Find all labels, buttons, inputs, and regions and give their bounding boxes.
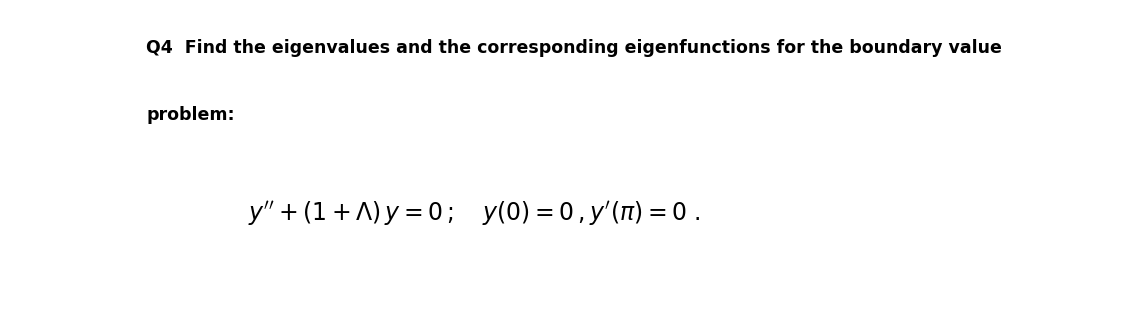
Text: $y'' + (1 + \Lambda)\,y = 0\,;\quad y(0) = 0\,,y'(\pi) = 0\;.$: $y'' + (1 + \Lambda)\,y = 0\,;\quad y(0)…	[248, 200, 700, 228]
Text: problem:: problem:	[146, 106, 235, 124]
Text: Q4  Find the eigenvalues and the corresponding eigenfunctions for the boundary v: Q4 Find the eigenvalues and the correspo…	[146, 39, 1002, 57]
